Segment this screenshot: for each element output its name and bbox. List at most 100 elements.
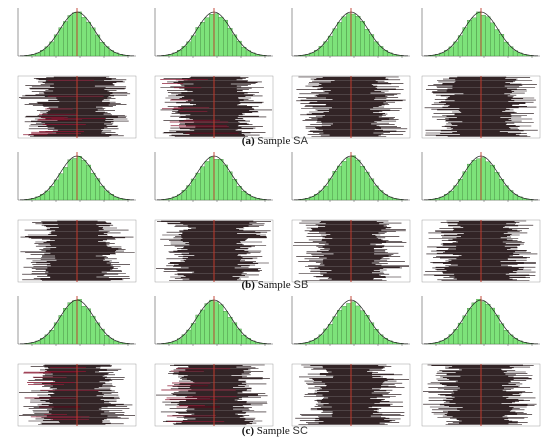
caption-c: (c) Sample SC xyxy=(0,425,550,437)
histogram-bar xyxy=(63,21,68,57)
trace-plot xyxy=(145,74,279,140)
histogram-bars xyxy=(21,11,133,57)
histogram-bar xyxy=(337,165,342,201)
histogram-bars xyxy=(295,301,407,345)
histogram-bars xyxy=(158,156,270,201)
histogram-bar xyxy=(76,156,82,201)
histogram-bar xyxy=(232,179,238,201)
trace-excursions xyxy=(23,79,106,136)
histogram-bar xyxy=(476,11,482,57)
histogram-bar xyxy=(95,322,101,345)
histogram-plot xyxy=(145,292,279,356)
histogram-plot xyxy=(8,4,142,68)
histogram-plot xyxy=(145,148,279,212)
trace-plot xyxy=(282,362,416,428)
histogram-bar xyxy=(99,42,105,57)
histogram-bar xyxy=(204,161,210,201)
trace-lines xyxy=(423,364,537,425)
histogram-bar xyxy=(213,301,219,345)
histogram-bar xyxy=(223,164,228,201)
histogram-bar xyxy=(355,305,361,345)
histogram-bar xyxy=(72,158,78,201)
histogram-bar xyxy=(53,322,59,345)
histogram-bar xyxy=(350,155,356,201)
trace-plot xyxy=(145,218,279,284)
histogram-bar xyxy=(485,161,491,201)
histogram-plot xyxy=(282,148,416,212)
histogram-bar xyxy=(223,311,228,345)
caption-b: (b) Sample SB xyxy=(0,279,550,291)
histogram-bar xyxy=(86,21,91,57)
histogram-bar xyxy=(204,303,210,345)
histogram-bars xyxy=(21,299,133,345)
histogram-bar xyxy=(350,301,356,345)
histogram-bar xyxy=(190,35,196,57)
histogram-bar xyxy=(467,308,472,345)
caption-word: Sample xyxy=(257,279,291,291)
histogram-bar xyxy=(337,310,342,345)
histogram-bar xyxy=(341,161,347,201)
histogram-plot xyxy=(8,148,142,212)
histogram-bar xyxy=(355,159,361,201)
histogram-bar xyxy=(494,314,500,345)
trace-excursions xyxy=(23,366,100,420)
histogram-bar xyxy=(204,17,210,57)
histogram-bar xyxy=(467,163,472,201)
histogram-bar xyxy=(457,322,463,345)
histogram-bar xyxy=(72,12,78,57)
histogram-bar xyxy=(373,41,379,57)
histogram-bar xyxy=(90,172,96,201)
histogram-bars xyxy=(425,298,537,345)
caption-label: (b) xyxy=(241,279,255,291)
histogram-bar xyxy=(67,159,73,201)
histogram-bar xyxy=(209,299,215,345)
histogram-bar xyxy=(90,27,96,57)
histogram-bar xyxy=(364,315,370,345)
histogram-plot xyxy=(412,148,546,212)
histogram-bar xyxy=(471,302,477,345)
histogram-bar xyxy=(476,298,482,345)
histogram-bar xyxy=(332,171,338,201)
histogram-bar xyxy=(49,186,55,201)
histogram-bar xyxy=(471,17,477,57)
histogram-bar xyxy=(323,185,329,201)
histogram-bar xyxy=(81,17,87,57)
histogram-bar xyxy=(195,314,201,345)
histogram-bar xyxy=(341,16,347,57)
histogram-bar xyxy=(364,171,370,201)
histogram-bar xyxy=(186,329,192,345)
histogram-bar xyxy=(63,308,68,345)
histogram-bar xyxy=(49,41,55,57)
histogram-bars xyxy=(158,13,270,57)
histogram-bar xyxy=(213,159,219,201)
caption-code: SA xyxy=(293,135,309,147)
histogram-bar xyxy=(346,303,352,345)
histogram-bar xyxy=(81,306,87,345)
histogram-bar xyxy=(337,22,342,57)
histogram-bar xyxy=(490,307,495,345)
histogram-bar xyxy=(49,330,55,345)
histogram-plot xyxy=(8,292,142,356)
histogram-bar xyxy=(209,156,215,201)
caption-label: (a) xyxy=(241,135,255,147)
histogram-bar xyxy=(453,41,459,57)
histogram-bar xyxy=(58,315,64,345)
histogram-bar xyxy=(186,41,192,57)
histogram-bar xyxy=(332,316,338,345)
histogram-bar xyxy=(95,34,101,57)
histogram-bar xyxy=(462,27,468,57)
histogram-bar xyxy=(53,34,59,57)
histogram-bar xyxy=(490,22,495,57)
histogram-bar xyxy=(67,15,73,57)
trace-plot xyxy=(145,362,279,428)
histogram-bar xyxy=(227,28,233,57)
histogram-bar xyxy=(86,164,91,201)
histogram-bar xyxy=(360,166,365,201)
histogram-bar xyxy=(499,179,505,201)
histogram-bar xyxy=(86,308,91,345)
histogram-bar xyxy=(195,27,201,57)
histogram-bar xyxy=(480,301,486,345)
trace-plot xyxy=(282,218,416,284)
histogram-bar xyxy=(63,167,68,201)
histogram-plot xyxy=(145,4,279,68)
